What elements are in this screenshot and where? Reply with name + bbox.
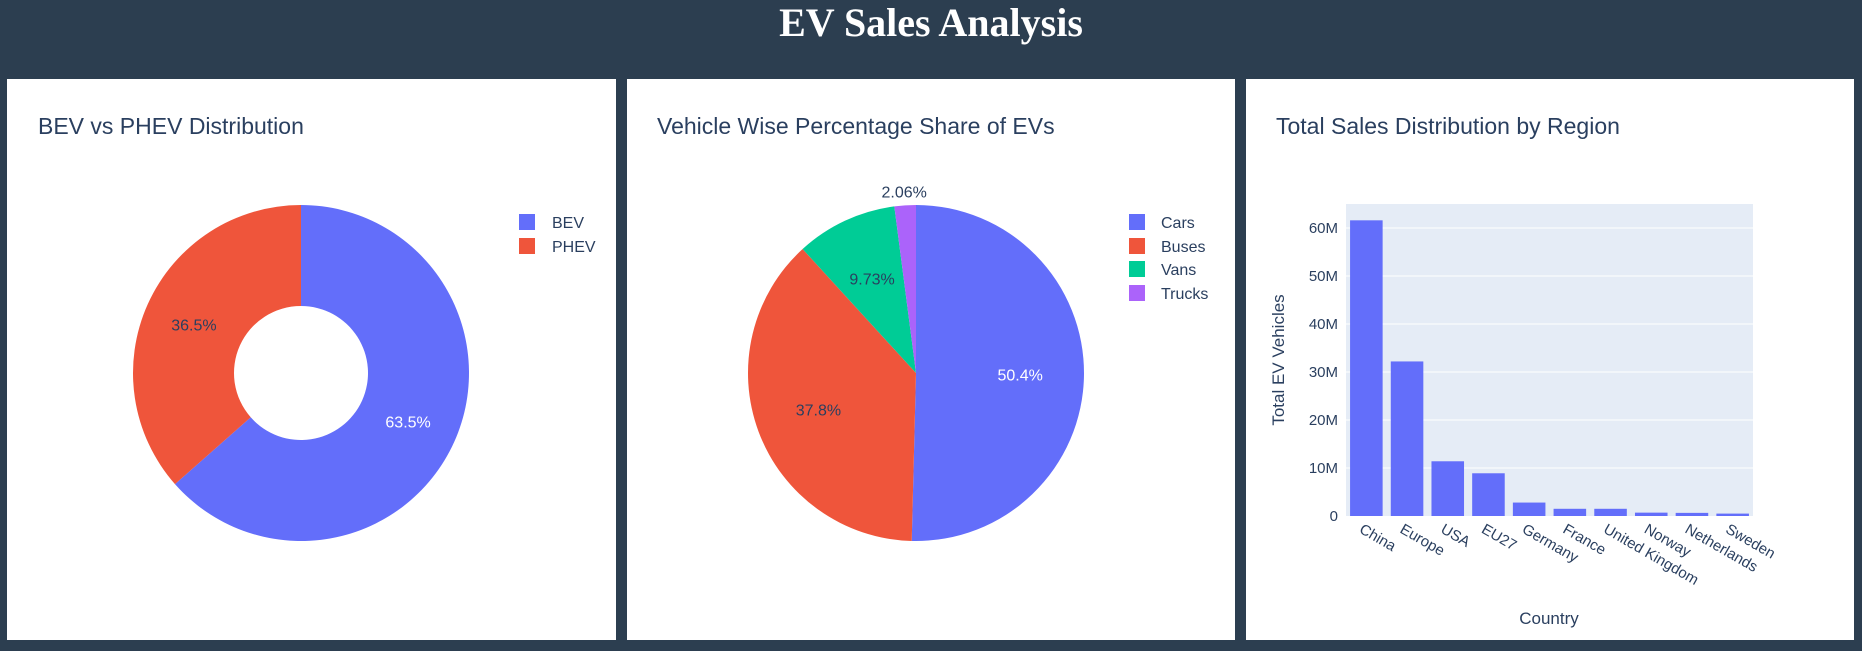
pie-slices — [748, 205, 1084, 541]
bar-norway[interactable] — [1634, 512, 1668, 516]
x-tick-label: EU27 — [1478, 521, 1519, 554]
bar-france[interactable] — [1553, 508, 1587, 516]
bar-chart: Total Sales Distribution by Region 0 10M 2… — [1269, 113, 1778, 628]
legend-label-phev: PHEV — [552, 239, 596, 256]
legend: BEV PHEV — [519, 214, 596, 256]
chart-title: Vehicle Wise Percentage Share of EVs — [657, 113, 1055, 139]
legend-swatch-phev — [519, 238, 535, 254]
legend: Cars Buses Vans Trucks — [1129, 214, 1208, 303]
pie-slice-labels: 50.4% 37.8% 9.73% 2.06% — [796, 184, 1043, 419]
y-tick-label: 40M — [1309, 316, 1338, 333]
pie-chart: Vehicle Wise Percentage Share of EVs 50.… — [657, 113, 1208, 541]
x-tick-label: Europe — [1397, 521, 1447, 560]
panel-vehicle-share: Vehicle Wise Percentage Share of EVs 50.… — [627, 79, 1235, 640]
legend-swatch-buses — [1129, 238, 1145, 254]
legend-item-vans[interactable]: Vans — [1129, 261, 1196, 279]
y-tick-label: 60M — [1309, 220, 1338, 237]
y-tick-label: 10M — [1309, 460, 1338, 477]
bar-usa[interactable] — [1431, 461, 1465, 516]
legend-item-phev[interactable]: PHEV — [519, 238, 596, 256]
legend-item-buses[interactable]: Buses — [1129, 238, 1205, 256]
slice-label-phev: 36.5% — [171, 318, 216, 335]
slice-buses[interactable] — [748, 249, 916, 541]
bar-sweden[interactable] — [1716, 513, 1749, 516]
legend-item-cars[interactable]: Cars — [1129, 214, 1195, 232]
chart-title: BEV vs PHEV Distribution — [38, 113, 304, 139]
legend-item-bev[interactable]: BEV — [519, 214, 584, 232]
slice-cars[interactable] — [911, 205, 1084, 541]
donut-chart: BEV vs PHEV Distribution 63.5% 36.5% BEV … — [38, 113, 596, 541]
slice-vans[interactable] — [802, 206, 916, 373]
y-tick-label: 50M — [1309, 268, 1338, 285]
bar-netherlands[interactable] — [1675, 512, 1709, 516]
panel-sales-by-region: Total Sales Distribution by Region 0 10M 2… — [1246, 79, 1854, 640]
bar-europe[interactable] — [1390, 361, 1424, 516]
legend-label-buses: Buses — [1161, 239, 1205, 256]
y-tick-labels: 0 10M 20M 30M 40M 50M 60M — [1309, 220, 1338, 525]
legend-item-trucks[interactable]: Trucks — [1129, 285, 1208, 303]
slice-label-bev: 63.5% — [385, 414, 430, 431]
slice-trucks[interactable] — [894, 205, 916, 373]
bars — [1350, 220, 1749, 516]
legend-label-cars: Cars — [1161, 215, 1195, 232]
donut-slice-labels: 63.5% 36.5% — [171, 318, 431, 432]
y-tick-label: 0 — [1330, 508, 1338, 525]
legend-label-vans: Vans — [1161, 262, 1196, 279]
panel-bev-phev: BEV vs PHEV Distribution 63.5% 36.5% BEV … — [7, 79, 616, 640]
x-tick-label: China — [1356, 521, 1399, 556]
y-tick-label: 20M — [1309, 412, 1338, 429]
slice-label-trucks: 2.06% — [882, 184, 927, 201]
bar-germany[interactable] — [1512, 502, 1546, 516]
donut-slices — [133, 205, 469, 541]
slice-phev[interactable] — [133, 205, 301, 485]
slice-label-vans: 9.73% — [849, 272, 894, 289]
y-axis-title: Total EV Vehicles — [1269, 294, 1288, 425]
bar-united-kingdom[interactable] — [1594, 508, 1627, 516]
slice-label-buses: 37.8% — [796, 402, 841, 419]
legend-label-trucks: Trucks — [1161, 286, 1208, 303]
slice-label-cars: 50.4% — [997, 367, 1042, 384]
legend-swatch-bev — [519, 214, 535, 230]
bar-china[interactable] — [1350, 220, 1383, 516]
chart-title: Total Sales Distribution by Region — [1276, 113, 1620, 139]
x-axis-title: Country — [1519, 609, 1579, 628]
legend-swatch-cars — [1129, 214, 1145, 230]
bar-eu27[interactable] — [1472, 473, 1505, 516]
legend-swatch-trucks — [1129, 285, 1145, 301]
legend-label-bev: BEV — [552, 215, 584, 232]
legend-swatch-vans — [1129, 261, 1145, 277]
dashboard-title: EV Sales Analysis — [779, 0, 1083, 45]
slice-bev[interactable] — [174, 205, 469, 541]
y-tick-label: 30M — [1309, 364, 1338, 381]
